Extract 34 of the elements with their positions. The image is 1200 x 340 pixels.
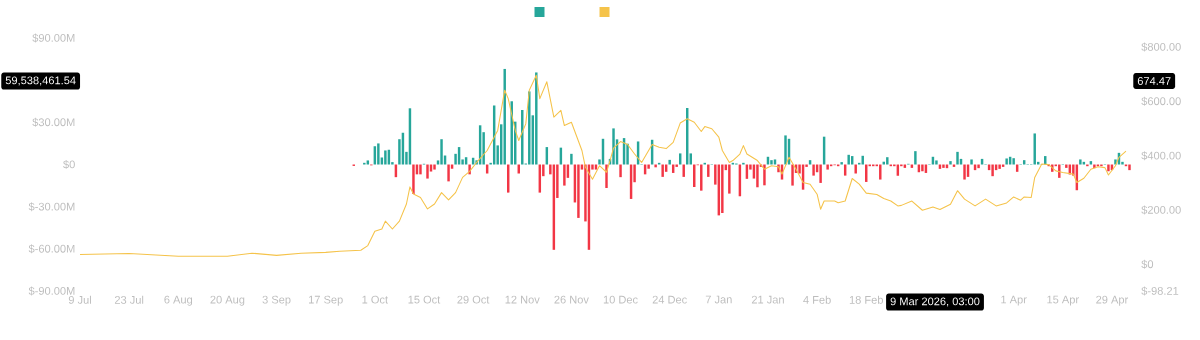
y-tick-label: $-90.00M <box>28 286 75 296</box>
x-tick-label: 15 Apr <box>1047 295 1079 306</box>
y-tick-label: $30.00M <box>32 117 75 127</box>
x-tick-label: 20 Aug <box>210 295 245 306</box>
x-tick-label: 15 Oct <box>408 295 441 304</box>
text: 674.47 <box>1137 77 1171 85</box>
x-tick-label: 17 Sep <box>309 295 343 306</box>
y2-tick-label: $-98.21 <box>1141 286 1179 296</box>
x-tick-label: 12 Nov <box>505 295 540 304</box>
y2-tick-label: $400.00 <box>1141 151 1181 161</box>
y2-tick-label: $600.00 <box>1141 96 1181 106</box>
x-tick-label: 3 Sep <box>262 295 291 306</box>
x-tick-label: 24 Dec <box>652 295 687 304</box>
y-tick-label: $-60.00M <box>28 244 75 254</box>
x-tick-label: 21 Jan <box>751 295 784 304</box>
text: 9 Mar 2026, 03:00 <box>890 297 980 307</box>
x-tick-label: 9 Jul <box>68 295 91 304</box>
x-tick-label: 26 Nov <box>554 295 589 304</box>
x-tick-label: 23 Jul <box>114 295 144 304</box>
x-tick-label: 4 Feb <box>803 295 831 304</box>
x-tick-label: 6 Aug <box>164 295 193 306</box>
x-tick-label: 18 Feb <box>849 295 883 304</box>
x-tick-label: 1 Apr <box>1001 295 1027 306</box>
y-tick-label: $90.00M <box>32 33 75 43</box>
y-tick-label: $-30.00M <box>28 202 75 212</box>
x-tick-label: 29 Oct <box>457 295 490 304</box>
x-tick-label: 1 Oct <box>362 295 388 304</box>
x-tick-label: 29 Apr <box>1096 295 1129 306</box>
y2-tick-label: $800.00 <box>1141 42 1181 52</box>
y2-tick-label: $200.00 <box>1141 205 1181 215</box>
y2-tick-label: $0 <box>1141 259 1154 269</box>
x-tick-label: 10 Dec <box>603 295 638 304</box>
y-tick-label: $0 <box>63 160 75 169</box>
text: 59,538,461.54 <box>5 76 76 86</box>
